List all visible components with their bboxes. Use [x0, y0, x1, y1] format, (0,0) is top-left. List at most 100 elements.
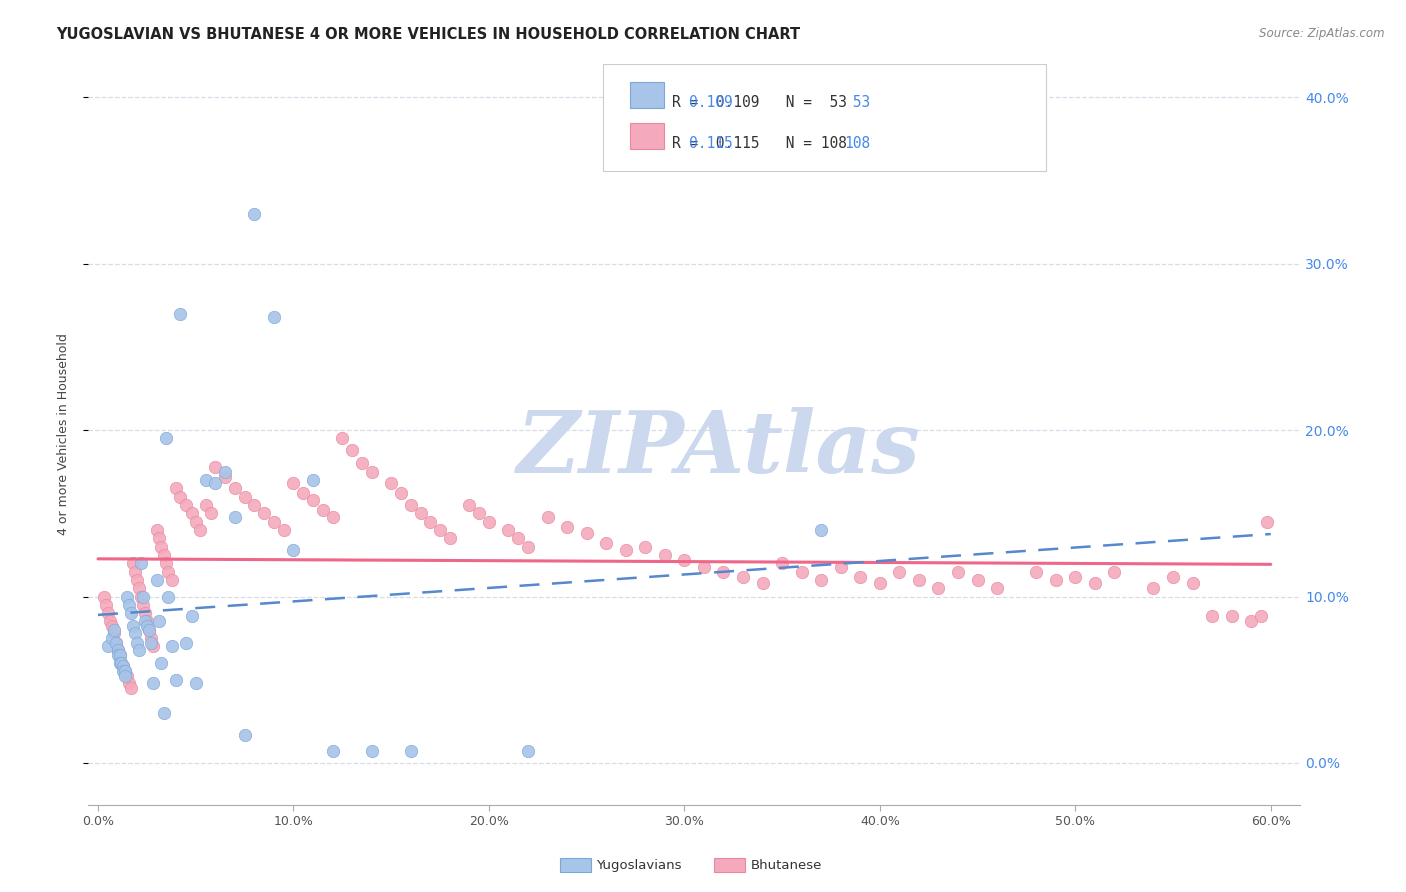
Point [673, 553, 696, 567]
Point [157, 565, 180, 579]
Point [966, 573, 988, 587]
Point [908, 573, 931, 587]
Point [575, 526, 598, 541]
Point [292, 486, 315, 500]
Point [112, 659, 135, 673]
Point [114, 669, 136, 683]
Point [169, 307, 191, 321]
Point [1250, 609, 1272, 624]
Point [139, 636, 162, 650]
Point [224, 482, 246, 496]
Point [536, 509, 558, 524]
Point [174, 498, 197, 512]
Point [110, 656, 132, 670]
Point [224, 509, 246, 524]
Point [188, 523, 211, 537]
Point [145, 523, 167, 537]
Point [458, 498, 481, 512]
Point [118, 598, 141, 612]
Point [135, 615, 157, 629]
Point [1220, 609, 1243, 624]
Point [110, 656, 132, 670]
Point [165, 482, 187, 496]
Text: 53: 53 [845, 95, 870, 110]
Point [128, 642, 150, 657]
Point [149, 656, 172, 670]
Point [1142, 581, 1164, 595]
Point [104, 636, 127, 650]
Point [340, 443, 363, 458]
Text: 108: 108 [845, 136, 870, 151]
Point [1084, 576, 1107, 591]
Point [103, 626, 125, 640]
Point [1064, 569, 1087, 583]
Point [118, 676, 141, 690]
Point [132, 598, 155, 612]
Point [135, 619, 157, 633]
Point [148, 615, 170, 629]
Text: Bhutanese: Bhutanese [751, 859, 823, 871]
Point [350, 457, 373, 471]
Point [134, 615, 156, 629]
Point [399, 744, 422, 758]
Point [142, 640, 165, 654]
Point [419, 515, 441, 529]
Point [1181, 576, 1204, 591]
Point [132, 590, 155, 604]
Point [148, 531, 170, 545]
Point [770, 556, 793, 570]
Text: ZIPAtlas: ZIPAtlas [516, 408, 921, 491]
Point [122, 556, 145, 570]
Text: 0.115: 0.115 [689, 136, 733, 151]
Point [204, 476, 226, 491]
Text: 0.109: 0.109 [689, 95, 733, 110]
Point [97, 606, 120, 620]
Point [713, 565, 735, 579]
Point [153, 548, 176, 562]
Point [127, 636, 149, 650]
Point [389, 486, 412, 500]
Point [93, 590, 115, 604]
Point [1025, 565, 1047, 579]
Point [498, 523, 520, 537]
Point [155, 556, 177, 570]
Point [153, 706, 176, 720]
Point [595, 536, 617, 550]
Point [184, 676, 207, 690]
Point [869, 576, 891, 591]
Point [263, 515, 285, 529]
Point [107, 642, 129, 657]
Point [1256, 515, 1278, 529]
Point [946, 565, 969, 579]
Text: R =  0.109   N =  53: R = 0.109 N = 53 [672, 95, 848, 110]
Point [1240, 615, 1263, 629]
FancyBboxPatch shape [630, 122, 664, 149]
Point [233, 490, 256, 504]
Point [214, 465, 236, 479]
Point [128, 581, 150, 595]
Point [1161, 569, 1184, 583]
Point [214, 469, 236, 483]
Point [360, 744, 382, 758]
Point [194, 473, 217, 487]
Point [263, 310, 285, 324]
Point [283, 476, 305, 491]
FancyBboxPatch shape [603, 64, 1046, 171]
Point [810, 573, 832, 587]
Point [517, 744, 540, 758]
Y-axis label: 4 or more Vehicles in Household: 4 or more Vehicles in Household [58, 334, 70, 535]
Point [194, 498, 217, 512]
Point [139, 631, 162, 645]
Point [302, 473, 325, 487]
Point [312, 503, 335, 517]
Point [100, 619, 122, 633]
Point [169, 490, 191, 504]
Point [174, 636, 197, 650]
Point [142, 676, 165, 690]
Point [1201, 609, 1223, 624]
Point [138, 623, 160, 637]
Point [555, 519, 578, 533]
Point [1045, 573, 1067, 587]
Point [654, 548, 676, 562]
Point [302, 493, 325, 508]
